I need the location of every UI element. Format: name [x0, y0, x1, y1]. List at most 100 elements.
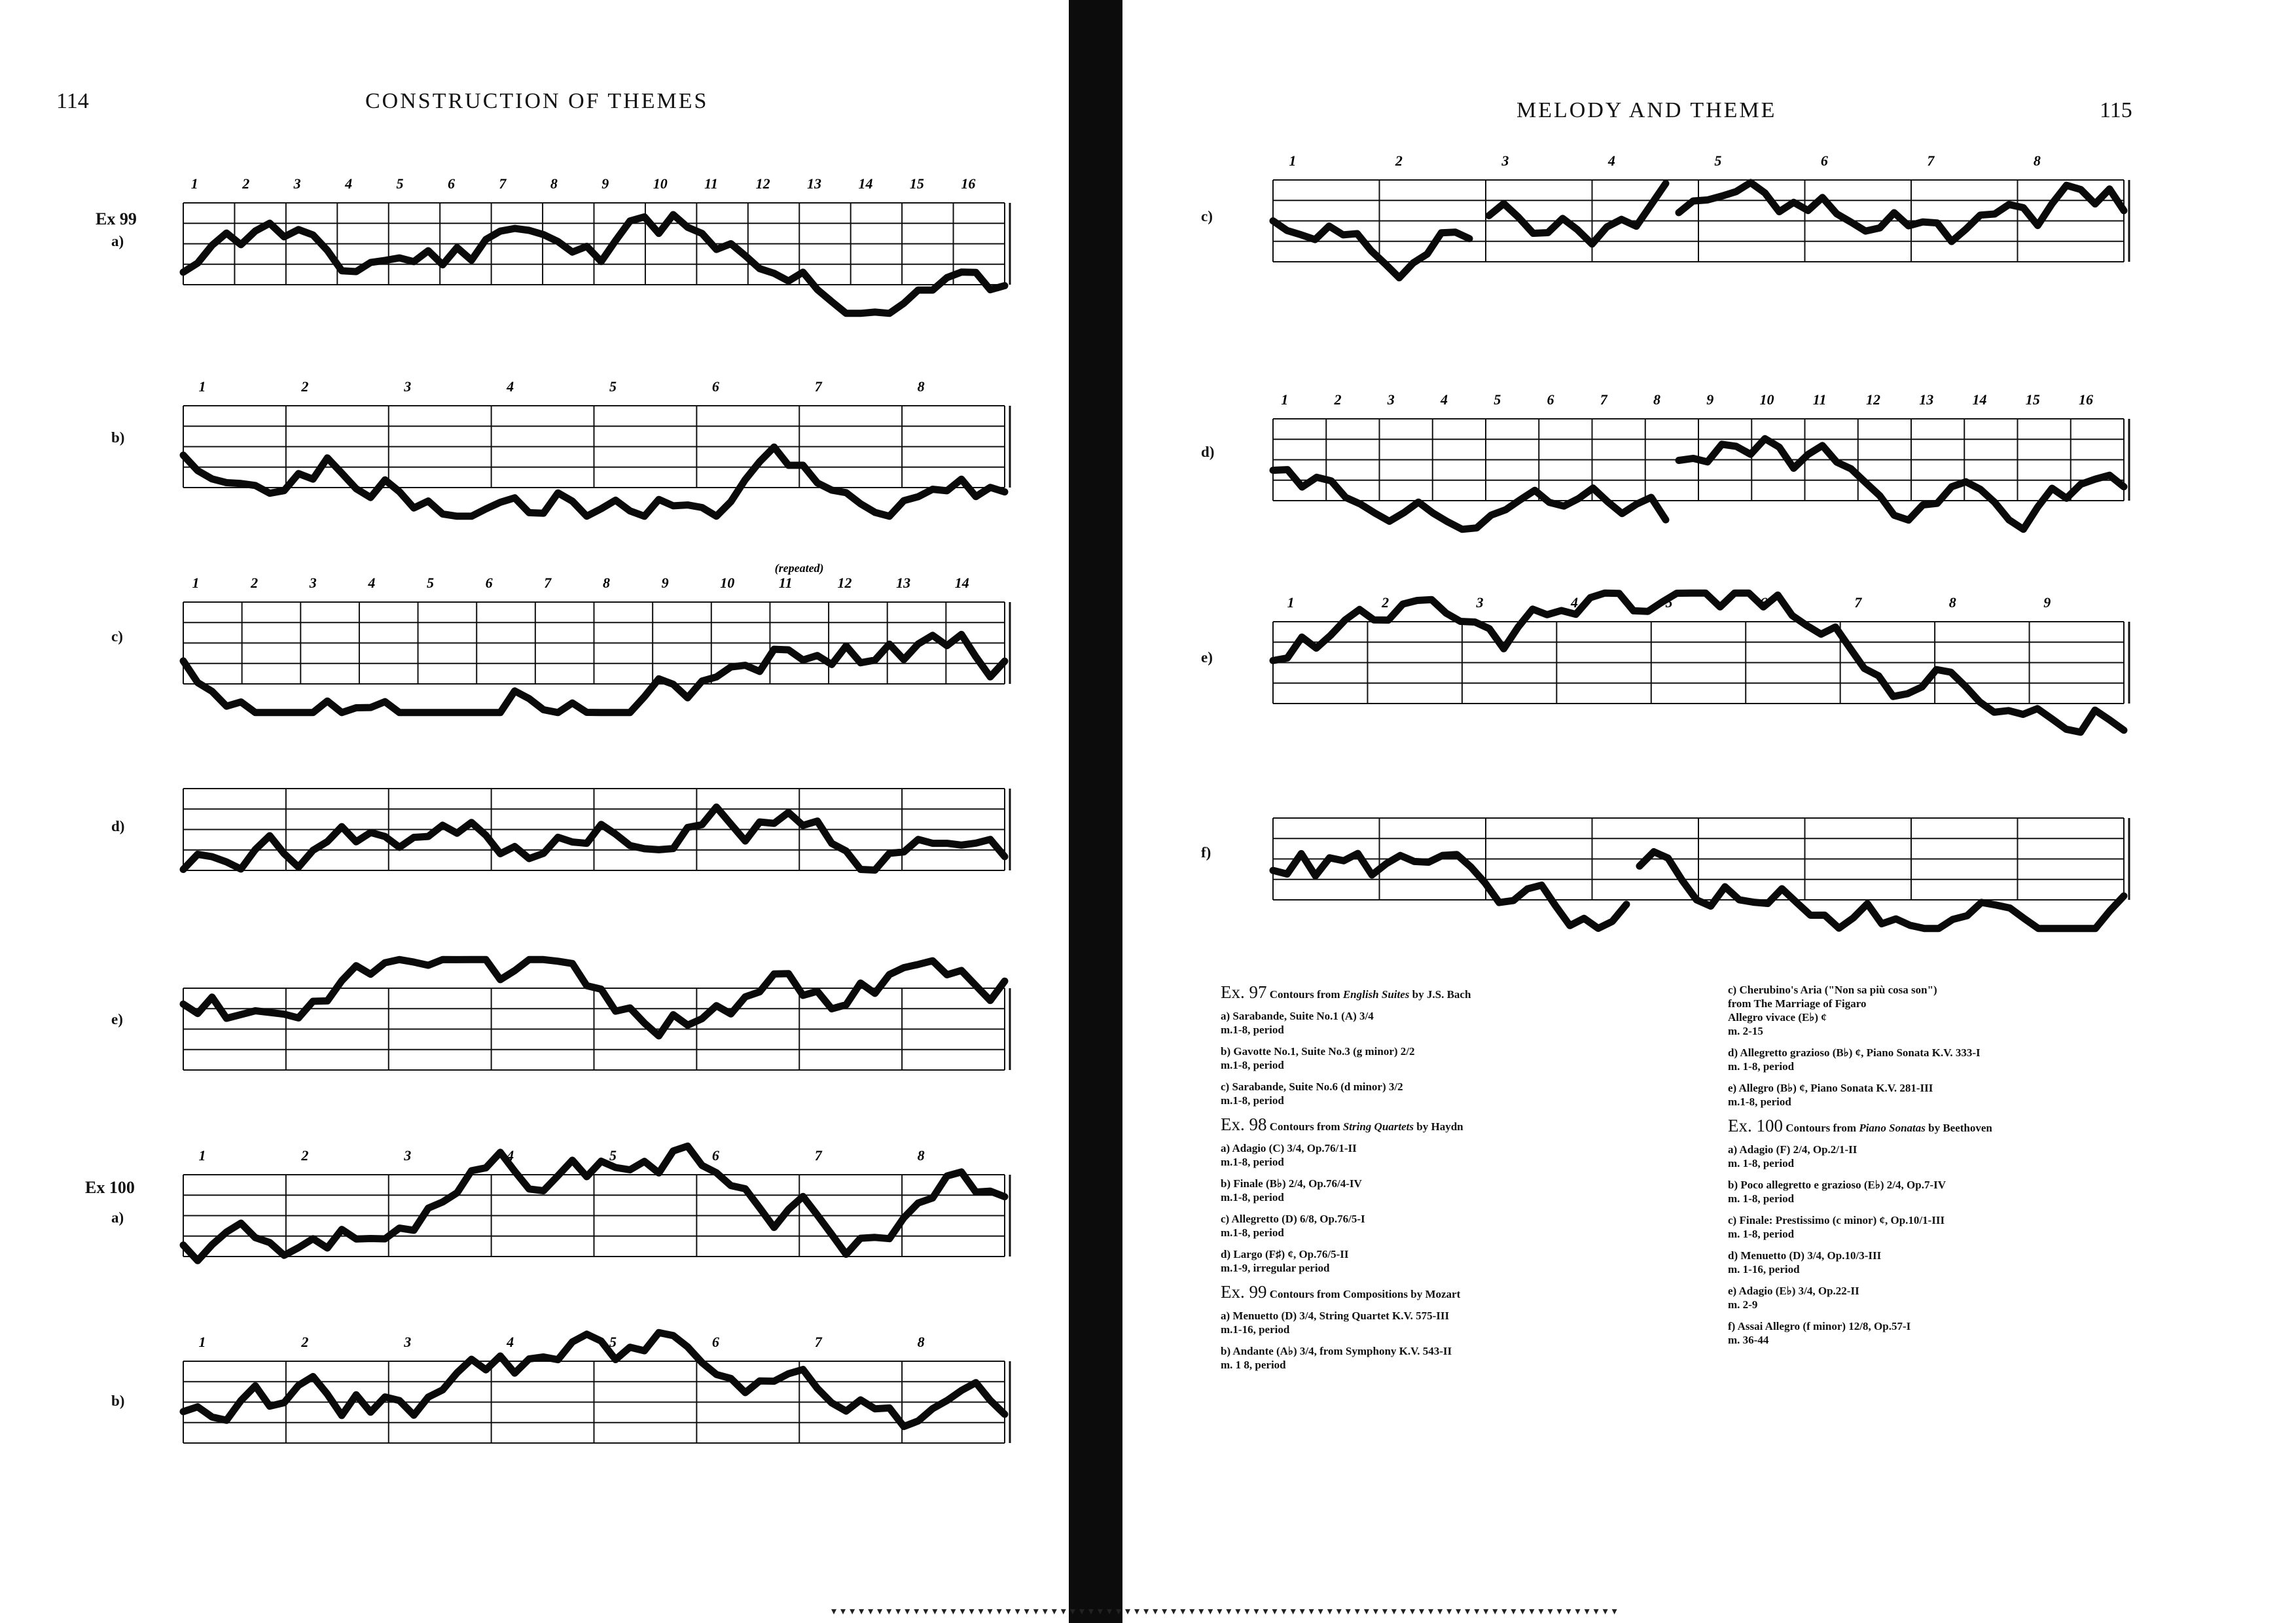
melodic-contour-line [1675, 179, 2128, 245]
melodic-contour-line [179, 955, 1009, 1040]
measure-number: 2 [300, 378, 308, 395]
system-label: f) [1201, 844, 1211, 861]
measure-number: 13 [896, 575, 910, 591]
measure-number: 2 [300, 1147, 308, 1164]
captions-right-column: c) Cherubino's Aria ("Non sa più cosa so… [1728, 975, 2160, 1347]
caption-line2: m.1-8, period [1728, 1096, 1791, 1108]
measure-number: 2 [300, 1334, 308, 1350]
contour-system-left-1: 1 2 3 4 5 6 7 8 9 10 11 12 13 14 15 16 [179, 175, 1011, 317]
measure-number: 5 [609, 1147, 617, 1164]
measure-number: 8 [2034, 152, 2041, 169]
caption-line1: b) Gavotte No.1, Suite No.3 (g minor) 2/… [1221, 1045, 1415, 1058]
melodic-contour-line [179, 803, 1009, 874]
caption-line1: c) Finale: Prestissimo (c minor) ¢, Op.1… [1728, 1214, 1945, 1226]
ex100-label: Ex 100 [85, 1178, 135, 1197]
caption-line2: m. 1-16, period [1728, 1263, 1800, 1275]
measure-number: 6 [448, 175, 455, 192]
measure-number: 7 [1600, 391, 1608, 408]
contour-system-left-2: 1 2 3 4 5 6 7 8 [179, 378, 1011, 520]
measure-number: 7 [1927, 152, 1935, 169]
measure-number: 11 [1813, 391, 1827, 408]
caption-item: a) Adagio (F) 2/4, Op.2/1-II m. 1-8, peri… [1728, 1143, 2160, 1170]
measure-number: 3 [309, 575, 317, 591]
caption-item: f) Assai Allegro (f minor) 12/8, Op.57-I… [1728, 1319, 2160, 1347]
measure-number: 9 [601, 175, 609, 192]
measure-number: 13 [1919, 391, 1933, 408]
page-number-right: 115 [2100, 98, 2132, 122]
caption-line1: b) Finale (B♭) 2/4, Op.76/4-IV [1221, 1177, 1362, 1190]
system-label: d) [1201, 444, 1215, 460]
running-head-left: CONSTRUCTION OF THEMES [365, 89, 709, 113]
caption-item: c) Allegretto (D) 6/8, Op.76/5-I m.1-8, p… [1221, 1212, 1587, 1240]
example-number: Ex. 100 [1728, 1116, 1783, 1135]
heading-tail: by Haydn [1414, 1120, 1463, 1133]
measure-number: 8 [918, 1147, 925, 1164]
measure-number: 6 [1821, 152, 1828, 169]
measure-number: 7 [499, 175, 507, 192]
measure-number: 2 [1381, 594, 1389, 611]
caption-line1: a) Menuetto (D) 3/4, String Quartet K.V.… [1221, 1310, 1450, 1322]
measure-number: 1 [192, 575, 199, 591]
measure-number: 4 [506, 1334, 514, 1350]
contour-system-right-1: 1 2 3 4 5 6 7 8 [1269, 152, 2130, 281]
caption-line2: m. 1-8, period [1728, 1157, 1795, 1169]
measure-number: 11 [779, 575, 793, 591]
caption-example-heading: Ex. 98 Contours from String Quartets by … [1221, 1116, 1587, 1133]
caption-item: a) Menuetto (D) 3/4, String Quartet K.V.… [1221, 1309, 1587, 1336]
measure-number: 5 [1494, 391, 1501, 408]
contour-system-right-2: 1 2 3 4 5 6 7 8 9 10 11 12 13 14 15 16 [1269, 391, 2130, 533]
caption-item: d) Menuetto (D) 3/4, Op.10/3-III m. 1-16,… [1728, 1249, 2160, 1276]
measure-number: 3 [403, 1147, 411, 1164]
measure-number: 4 [1607, 152, 1615, 169]
caption-line2: m. 1-8, period [1728, 1228, 1795, 1240]
measure-number: 7 [815, 378, 823, 395]
caption-line2: m.1-8, period [1221, 1156, 1284, 1168]
caption-line4: m. 2-15 [1728, 1025, 1763, 1037]
measure-number: 10 [653, 175, 668, 192]
caption-line2: from The Marriage of Figaro [1728, 997, 1867, 1010]
measure-number: 3 [1501, 152, 1509, 169]
system-label: d) [111, 818, 125, 834]
measure-number: 6 [712, 1147, 719, 1164]
caption-example-heading: Ex. 99 Contours from Compositions by Moz… [1221, 1283, 1587, 1301]
measure-number: 7 [815, 1334, 823, 1350]
heading-text: Contours from [1266, 988, 1343, 1001]
caption-line1: b) Poco allegretto e grazioso (E♭) 2/4, … [1728, 1179, 1946, 1191]
caption-line3: Allegro vivace (E♭) ¢ [1728, 1011, 1827, 1024]
system-label: c) [1201, 208, 1213, 224]
caption-line2: m.1-8, period [1221, 1024, 1284, 1036]
measure-number: 12 [756, 175, 770, 192]
heading-italic: English Suites [1342, 988, 1410, 1001]
heading-italic: String Quartets [1342, 1120, 1414, 1133]
measure-number: 4 [344, 175, 352, 192]
measure-number: 1 [199, 1147, 206, 1164]
measure-number: 4 [1440, 391, 1448, 408]
measure-number: 10 [1759, 391, 1774, 408]
caption-line1: f) Assai Allegro (f minor) 12/8, Op.57-I [1728, 1320, 1911, 1332]
measure-number: 16 [2079, 391, 2093, 408]
measure-number: 10 [720, 575, 734, 591]
heading-tail: by J.S. Bach [1409, 988, 1471, 1001]
measure-number: 3 [403, 1334, 411, 1350]
measure-number: 14 [858, 175, 872, 192]
measure-number: 7 [1854, 594, 1862, 611]
measure-number: 5 [427, 575, 434, 591]
caption-line2: m.1-8, period [1221, 1094, 1284, 1107]
measure-number: 1 [191, 175, 198, 192]
caption-item: e) Allegro (B♭) ¢, Piano Sonata K.V. 281… [1728, 1081, 2160, 1109]
caption-item: a) Sarabande, Suite No.1 (A) 3/4 m.1-8, p… [1221, 1009, 1587, 1037]
measure-number: 6 [486, 575, 493, 591]
melodic-contour-line [179, 630, 1009, 717]
captions-left-column: Ex. 97 Contours from English Suites by J… [1221, 975, 1587, 1372]
measure-number: 3 [1476, 594, 1484, 611]
system-label: b) [111, 429, 125, 446]
measure-number: 1 [1281, 391, 1288, 408]
caption-item: b) Andante (A♭) 3/4, from Symphony K.V. … [1221, 1344, 1587, 1372]
measure-number: 5 [397, 175, 404, 192]
heading-tail: by Beethoven [1925, 1122, 1992, 1134]
measure-number: 5 [609, 378, 617, 395]
system-label: e) [111, 1011, 123, 1027]
measure-number: 1 [1289, 152, 1296, 169]
measure-number: 11 [704, 175, 718, 192]
